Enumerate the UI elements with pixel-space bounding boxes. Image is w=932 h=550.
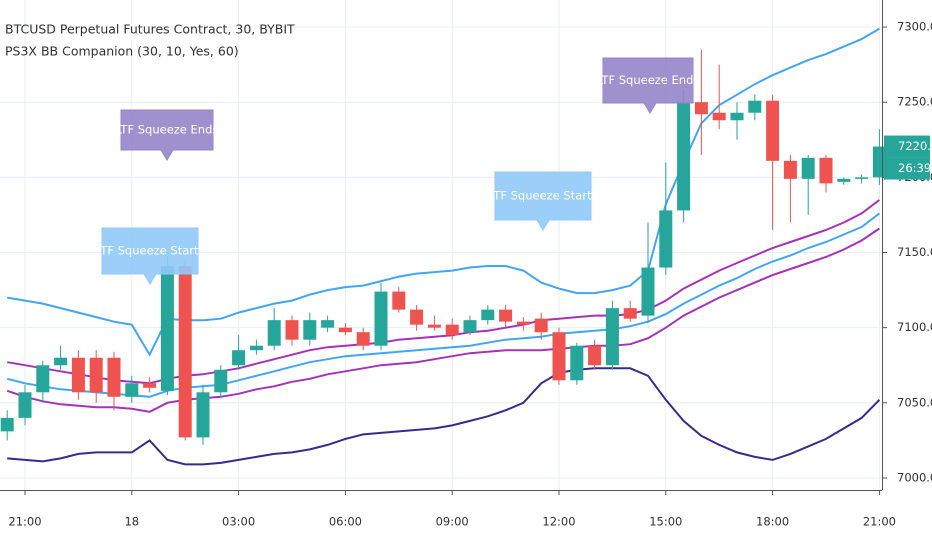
x-tick-label: 18 bbox=[124, 515, 139, 529]
y-tick-label: 7000.0 bbox=[897, 470, 932, 484]
annotation-box bbox=[101, 227, 199, 285]
candle-body bbox=[516, 321, 530, 325]
candle-body bbox=[748, 100, 762, 113]
candle-body bbox=[855, 177, 869, 179]
candle-body bbox=[463, 320, 477, 333]
candle-body bbox=[196, 392, 210, 438]
y-tick-label: 7100.0 bbox=[897, 320, 932, 334]
candle-body bbox=[178, 266, 192, 438]
candle-body bbox=[321, 320, 335, 328]
candle-body bbox=[18, 392, 32, 418]
candle-body bbox=[570, 345, 584, 381]
x-tick-label: 06:00 bbox=[329, 515, 362, 529]
candle-body bbox=[89, 357, 103, 393]
candle-body bbox=[54, 357, 68, 366]
candle-body bbox=[374, 291, 388, 346]
candle-body bbox=[588, 345, 602, 366]
candle-body bbox=[356, 332, 370, 346]
candle-body bbox=[427, 324, 441, 328]
candle-body bbox=[677, 102, 691, 211]
candle-body bbox=[143, 383, 157, 388]
y-tick-label: 7150.0 bbox=[897, 245, 932, 259]
x-tick-label: 12:00 bbox=[542, 515, 575, 529]
x-tick-label: 15:00 bbox=[649, 515, 682, 529]
candle-body bbox=[392, 291, 406, 310]
x-tick-label: 09:00 bbox=[436, 515, 469, 529]
candle-body bbox=[445, 324, 459, 336]
candle-body bbox=[410, 309, 424, 325]
candle-body bbox=[0, 417, 14, 432]
x-tick-label: 21:00 bbox=[863, 515, 896, 529]
candle-body bbox=[694, 102, 708, 115]
candle-body bbox=[481, 309, 495, 321]
indicator-line bbox=[6, 227, 880, 413]
candle-body bbox=[623, 308, 637, 319]
chart-subtitle: PS3X BB Companion (30, 10, Yes, 60) bbox=[5, 44, 239, 59]
candle-body bbox=[160, 266, 174, 391]
indicator-line bbox=[7, 27, 880, 357]
candle-body bbox=[303, 320, 317, 340]
candle-body bbox=[872, 146, 886, 178]
candle-body bbox=[232, 350, 246, 366]
candle-body bbox=[534, 318, 548, 333]
countdown-label: 26:39 bbox=[898, 161, 931, 175]
annotation: LTF Squeeze Ends bbox=[597, 57, 700, 114]
y-tick-label: 7050.0 bbox=[897, 395, 932, 409]
candle-body bbox=[801, 157, 815, 179]
candle-body bbox=[285, 320, 299, 340]
y-tick-label: 7300.0 bbox=[897, 20, 932, 34]
annotation-text: LTF Squeeze Ends bbox=[597, 73, 700, 87]
candle-body bbox=[214, 369, 228, 393]
candle-body bbox=[730, 112, 744, 121]
y-tick-label: 7250.0 bbox=[897, 95, 932, 109]
plot bbox=[0, 27, 886, 466]
candle-body bbox=[641, 267, 655, 316]
last-price-box bbox=[884, 135, 930, 158]
candle-body bbox=[552, 332, 566, 381]
annotation: LTF Squeeze Ends bbox=[116, 109, 219, 161]
candle-body bbox=[837, 178, 851, 182]
candle-body bbox=[499, 309, 513, 322]
candle-body bbox=[712, 112, 726, 121]
x-tick-label: 18:00 bbox=[756, 515, 789, 529]
x-tick-label: 21:00 bbox=[8, 515, 41, 529]
indicator-line bbox=[7, 367, 881, 466]
countdown-box bbox=[884, 157, 930, 180]
candle-body bbox=[605, 308, 619, 366]
candle-body bbox=[338, 327, 352, 333]
last-price-label: 7220.5 bbox=[898, 139, 932, 153]
annotation: LTF Squeeze Starts bbox=[488, 171, 598, 231]
candle-body bbox=[125, 383, 139, 397]
annotation: LTF Squeeze Starts bbox=[95, 227, 205, 285]
candle-body bbox=[819, 157, 833, 184]
annotation-box bbox=[120, 109, 214, 161]
indicator-line bbox=[6, 212, 881, 398]
axes: 7000.07050.07100.07150.07200.07250.07300… bbox=[8, 20, 932, 529]
candle-body bbox=[249, 345, 263, 351]
candle-body bbox=[267, 320, 281, 346]
candle-body bbox=[766, 100, 780, 161]
candle-body bbox=[659, 210, 673, 268]
annotation-text: LTF Squeeze Ends bbox=[116, 123, 219, 137]
candle-body bbox=[71, 357, 85, 393]
annotation-box bbox=[602, 57, 694, 114]
candle-body bbox=[107, 357, 121, 397]
chart-title: BTCUSD Perpetual Futures Contract, 30, B… bbox=[5, 22, 295, 37]
annotations: LTF Squeeze Ends LTF Squeeze Starts LTF Sq… bbox=[95, 57, 700, 285]
x-tick-label: 03:00 bbox=[222, 515, 255, 529]
annotation-text: LTF Squeeze Starts bbox=[95, 244, 204, 258]
candle-body bbox=[783, 160, 797, 179]
candle-body bbox=[36, 365, 50, 393]
annotation-text: LTF Squeeze Starts bbox=[488, 189, 597, 203]
indicator-line bbox=[7, 199, 881, 385]
annotation-box bbox=[494, 171, 592, 231]
